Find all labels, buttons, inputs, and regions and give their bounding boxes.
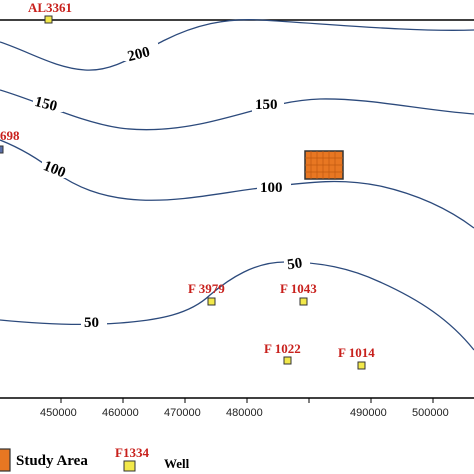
contour-label-200: 200 xyxy=(126,44,152,65)
legend-well-marker xyxy=(123,460,136,472)
contour-label-100b: 100 xyxy=(260,180,283,196)
contour-line-100 xyxy=(0,139,474,229)
legend-well-label: Well xyxy=(164,456,190,471)
legend-well-example-label: F1334 xyxy=(115,445,149,460)
x-tick-label: 450000 xyxy=(40,407,77,419)
contour-label-bg-200 xyxy=(124,43,158,61)
legend-study-area-label: Study Area xyxy=(16,453,88,469)
well-AL3361: AL3361 xyxy=(28,0,72,24)
contour-label-bg-50a xyxy=(81,313,107,330)
x-tick-label: 500000 xyxy=(412,407,449,419)
contour-label-50a: 50 xyxy=(84,315,99,331)
contour-line-150 xyxy=(0,89,474,131)
x-tick-label: 480000 xyxy=(226,407,263,419)
contour-line-50 xyxy=(0,261,474,351)
x-tick-label: 470000 xyxy=(164,407,201,419)
x-tick-label: 460000 xyxy=(102,407,139,419)
well-marker xyxy=(299,297,308,306)
well-label-F1043: F 1043 xyxy=(280,281,317,296)
contour-label-150b: 150 xyxy=(255,97,278,113)
well-marker xyxy=(207,297,216,306)
well-marker xyxy=(0,145,4,154)
well-698: 698 xyxy=(0,128,20,154)
well-label-AL3361: AL3361 xyxy=(28,0,72,15)
well-F1014: F 1014 xyxy=(338,345,375,370)
well-F1043: F 1043 xyxy=(280,281,317,306)
contour-label-bg-100a xyxy=(42,160,76,178)
x-axis: 450000 460000 470000 480000 490000 50000… xyxy=(40,398,449,419)
well-label-F3979: F 3979 xyxy=(188,281,225,296)
well-label-F1014: F 1014 xyxy=(338,345,375,360)
legend-study-area-swatch xyxy=(0,448,11,472)
well-F1022: F 1022 xyxy=(264,341,301,365)
contour-label-bg-50b xyxy=(284,254,310,271)
well-F3979: F 3979 xyxy=(188,281,225,306)
legend: Study Area F1334 Well xyxy=(0,445,190,472)
x-tick-label: 490000 xyxy=(350,407,387,419)
contour-label-100a: 100 xyxy=(41,158,68,181)
study-area-marker xyxy=(304,150,344,180)
well-marker xyxy=(44,15,53,24)
contour-label-bg-150b xyxy=(252,95,284,112)
well-label-698: 698 xyxy=(0,128,20,143)
well-marker xyxy=(357,361,366,370)
contour-label-bg-100b xyxy=(257,178,291,195)
well-marker xyxy=(283,356,292,365)
contour-label-150a: 150 xyxy=(33,94,59,115)
contour-label-50b: 50 xyxy=(286,255,303,273)
contour-label-bg-150a xyxy=(33,94,63,112)
well-label-F1022: F 1022 xyxy=(264,341,301,356)
contour-line-200 xyxy=(0,19,474,71)
